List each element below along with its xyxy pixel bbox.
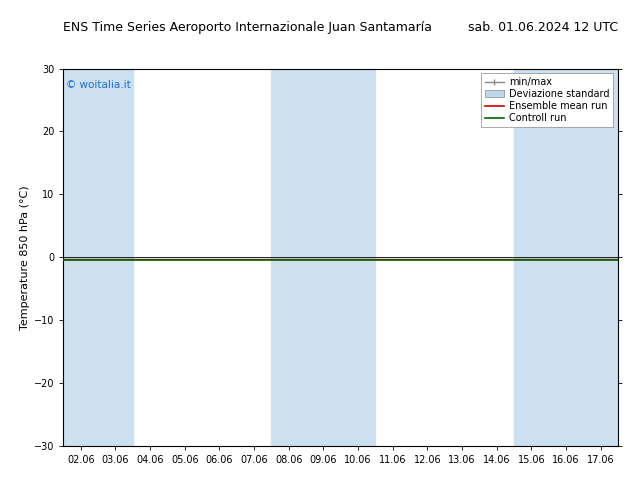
Text: ENS Time Series Aeroporto Internazionale Juan Santamaría: ENS Time Series Aeroporto Internazionale…	[63, 21, 432, 34]
Bar	[63, 69, 133, 446]
Y-axis label: Temperature 850 hPa (°C): Temperature 850 hPa (°C)	[20, 185, 30, 330]
Text: © woitalia.it: © woitalia.it	[66, 80, 131, 90]
Bar	[271, 69, 375, 446]
Legend: min/max, Deviazione standard, Ensemble mean run, Controll run: min/max, Deviazione standard, Ensemble m…	[481, 74, 613, 127]
Text: sab. 01.06.2024 12 UTC: sab. 01.06.2024 12 UTC	[468, 21, 618, 34]
Bar	[514, 69, 618, 446]
